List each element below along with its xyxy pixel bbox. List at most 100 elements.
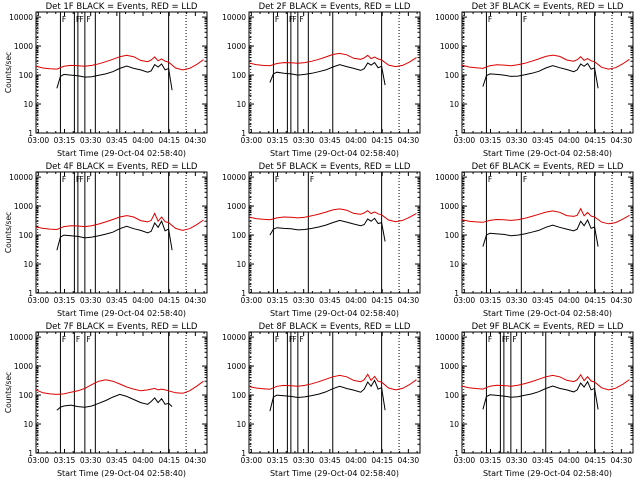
chart-det-1f: Det 1F BLACK = Events, RED = LLD Counts/s… <box>4 2 208 158</box>
chart-title: Det 9F BLACK = Events, RED = LLD <box>472 322 624 332</box>
events-series-line <box>269 379 386 412</box>
x-tick-label: 03:15 <box>267 456 289 465</box>
lld-series-line <box>461 373 630 391</box>
y-tick-label: 1000 <box>440 202 459 211</box>
x-tick-label: 03:45 <box>532 296 554 305</box>
x-axis-label: Start Time (29-Oct-04 02:58:40) <box>270 469 399 478</box>
marker-annotation: F <box>62 15 66 24</box>
y-tick-label: 10000 <box>222 333 246 342</box>
x-tick-label: 04:00 <box>558 296 580 305</box>
y-tick-label: 100 <box>232 71 247 80</box>
lld-series-line <box>248 52 417 68</box>
y-tick-label: 1 <box>241 129 246 138</box>
x-axis-label: Start Time (29-Oct-04 02:58:40) <box>483 469 612 478</box>
x-tick-label: 03:00 <box>454 136 476 145</box>
x-tick-label: 04:15 <box>158 136 180 145</box>
chart-title: Det 3F BLACK = Events, RED = LLD <box>472 2 624 12</box>
y-tick-label: 1000 <box>227 202 246 211</box>
y-tick-label: 1 <box>454 129 459 138</box>
x-tick-label: 03:30 <box>80 136 102 145</box>
x-tick-label: 04:00 <box>558 136 580 145</box>
x-tick-label: 04:00 <box>345 456 367 465</box>
y-tick-label: 1 <box>28 449 33 458</box>
y-tick-label: 10000 <box>9 173 33 182</box>
x-tick-label: 03:45 <box>532 136 554 145</box>
y-tick-label: 1000 <box>440 42 459 51</box>
x-tick-label: 04:00 <box>132 296 154 305</box>
x-tick-label: 03:45 <box>319 456 341 465</box>
y-tick-label: 1000 <box>227 42 246 51</box>
chart-det-4f: Det 4F BLACK = Events, RED = LLD Counts/s… <box>4 162 208 318</box>
marker-annotation: F <box>275 335 279 344</box>
x-tick-label: 03:30 <box>293 136 315 145</box>
x-tick-label: 04:00 <box>132 456 154 465</box>
chart-title: Det 7F BLACK = Events, RED = LLD <box>46 322 198 332</box>
x-tick-label: 04:00 <box>345 296 367 305</box>
marker-annotation: F <box>289 335 293 344</box>
y-tick-label: 10 <box>23 260 33 269</box>
x-axis-label: Start Time (29-Oct-04 02:58:40) <box>483 309 612 318</box>
y-tick-label: 10 <box>449 100 459 109</box>
y-axis-label: Counts/sec <box>4 52 13 93</box>
marker-annotation: F <box>292 335 296 344</box>
marker-annotation: F <box>488 175 492 184</box>
y-tick-label: 1000 <box>227 362 246 371</box>
x-tick-label: 03:45 <box>106 136 128 145</box>
marker-annotation: F <box>76 175 80 184</box>
x-tick-label: 04:15 <box>584 136 606 145</box>
y-tick-label: 100 <box>232 391 247 400</box>
x-tick-label: 04:00 <box>345 136 367 145</box>
y-tick-label: 10000 <box>435 173 459 182</box>
x-tick-label: 03:30 <box>506 136 528 145</box>
events-series-line <box>56 393 173 411</box>
x-tick-label: 04:30 <box>185 136 207 145</box>
x-tick-label: 03:45 <box>532 456 554 465</box>
x-tick-label: 03:00 <box>241 296 263 305</box>
marker-annotation: F <box>86 175 90 184</box>
y-tick-label: 10000 <box>435 333 459 342</box>
y-tick-label: 1000 <box>14 362 33 371</box>
marker-annotation: F <box>502 335 506 344</box>
x-tick-label: 04:30 <box>185 456 207 465</box>
marker-annotation: F <box>76 15 80 24</box>
x-tick-label: 03:00 <box>28 136 50 145</box>
chart-det-8f: Det 8F BLACK = Events, RED = LLD Start Ti… <box>222 322 421 478</box>
y-tick-label: 1000 <box>14 42 33 51</box>
chart-det-2f: Det 2F BLACK = Events, RED = LLD Start Ti… <box>222 2 421 158</box>
x-tick-label: 03:15 <box>267 296 289 305</box>
y-tick-label: 10000 <box>435 13 459 22</box>
x-tick-label: 03:15 <box>54 456 76 465</box>
x-axis-label: Start Time (29-Oct-04 02:58:40) <box>57 469 186 478</box>
marker-annotation: F <box>512 335 516 344</box>
marker-annotation: F <box>488 15 492 24</box>
x-tick-label: 03:15 <box>480 296 502 305</box>
y-axis-label: Counts/sec <box>4 212 13 253</box>
x-tick-label: 03:30 <box>506 296 528 305</box>
marker-annotation: F <box>523 175 527 184</box>
marker-annotation: F <box>299 15 303 24</box>
x-tick-label: 04:15 <box>158 456 180 465</box>
x-tick-label: 03:00 <box>28 456 50 465</box>
chart-title: Det 1F BLACK = Events, RED = LLD <box>46 2 198 12</box>
y-tick-label: 10 <box>449 260 459 269</box>
x-tick-label: 03:00 <box>454 456 476 465</box>
x-axis-label: Start Time (29-Oct-04 02:58:40) <box>270 149 399 158</box>
plot-frame <box>248 11 421 134</box>
y-tick-label: 10000 <box>9 333 33 342</box>
marker-annotation: F <box>86 335 90 344</box>
y-tick-label: 10 <box>236 420 246 429</box>
chart-det-7f: Det 7F BLACK = Events, RED = LLD Counts/s… <box>4 322 208 478</box>
plot-frame <box>461 11 634 134</box>
events-series-line <box>269 61 386 86</box>
plot-frame <box>248 171 421 294</box>
y-tick-label: 100 <box>445 391 460 400</box>
x-axis-label: Start Time (29-Oct-04 02:58:40) <box>483 149 612 158</box>
y-tick-label: 10 <box>236 100 246 109</box>
chart-det-3f: Det 3F BLACK = Events, RED = LLD Start Ti… <box>435 2 634 158</box>
x-tick-label: 03:45 <box>106 296 128 305</box>
x-tick-label: 03:30 <box>80 456 102 465</box>
marker-annotation: F <box>310 175 314 184</box>
events-series-line <box>56 63 173 91</box>
marker-annotation: F <box>275 15 279 24</box>
